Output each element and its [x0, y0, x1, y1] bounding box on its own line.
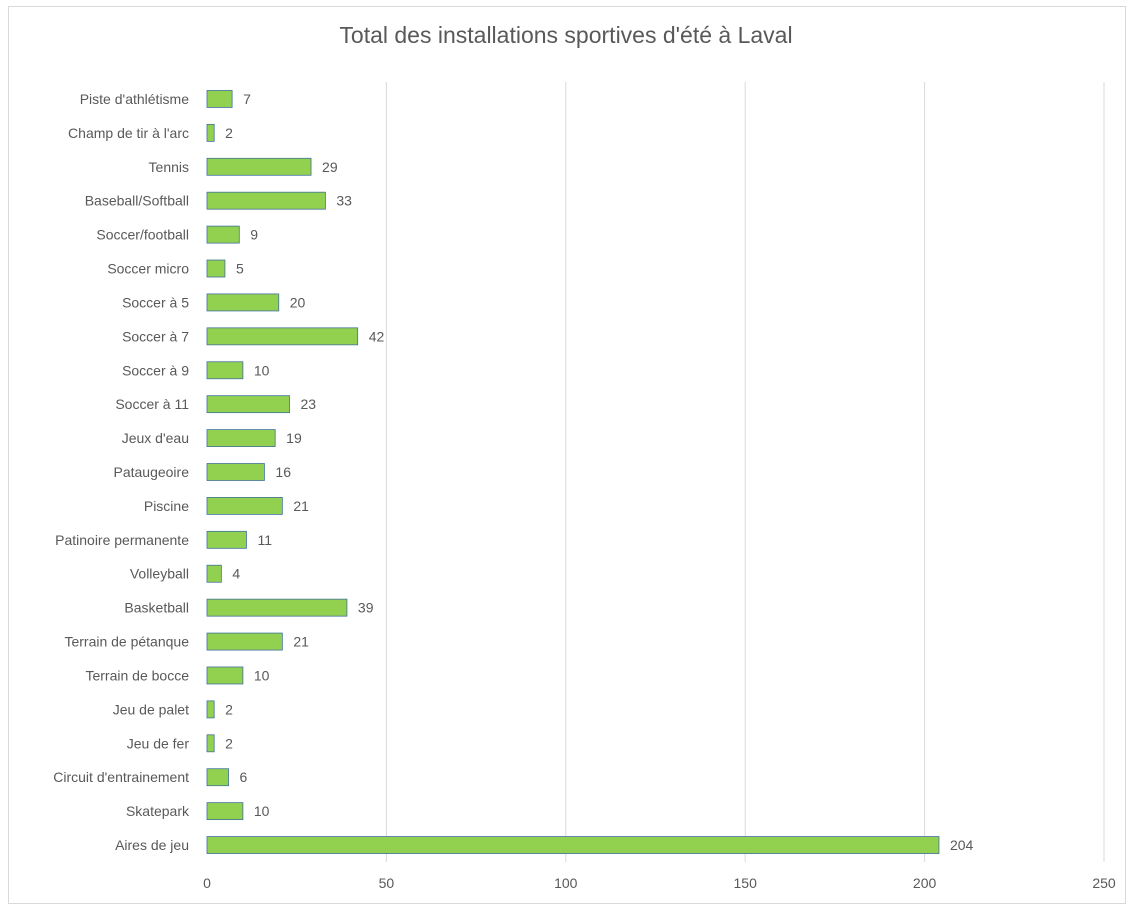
category-label: Volleyball: [130, 566, 189, 582]
chart-title: Total des installations sportives d'été …: [339, 22, 793, 48]
data-label: 10: [254, 803, 270, 819]
data-label: 2: [225, 735, 233, 751]
data-label: 11: [257, 532, 272, 548]
chart-frame: [8, 6, 1126, 904]
bar: [206, 293, 280, 312]
data-labels: 7 2 29 33 9 5 20 42 10 23 19 16 21 11 4 39 21 10 2 2 6 10 204: [225, 91, 973, 853]
data-label: 9: [250, 227, 258, 243]
category-label: Soccer à 9: [122, 362, 189, 378]
category-label: Champ de tir à l'arc: [68, 125, 189, 141]
data-label: 20: [290, 294, 306, 310]
data-label: 10: [254, 667, 270, 683]
bar: [206, 259, 226, 278]
bar: [206, 123, 215, 142]
category-label: Terrain de pétanque: [64, 634, 189, 650]
x-axis-ticks: 0 50 100 150 200 250: [203, 875, 1116, 891]
bar: [206, 700, 215, 719]
category-label: Baseball/Softball: [85, 193, 189, 209]
category-label: Soccer/football: [96, 227, 189, 243]
bar: [206, 632, 283, 651]
data-label: 6: [240, 769, 248, 785]
bar: [206, 463, 265, 481]
category-label: Soccer à 11: [115, 396, 189, 412]
data-label: 204: [950, 837, 974, 853]
data-label: 33: [336, 193, 352, 209]
data-label: 10: [254, 362, 270, 378]
x-tick-label: 50: [379, 875, 395, 891]
data-label: 16: [275, 464, 291, 480]
category-label: Basketball: [124, 600, 189, 616]
data-label: 7: [243, 91, 251, 107]
category-label: Aires de jeu: [115, 837, 189, 853]
bar: [206, 497, 283, 515]
data-label: 23: [301, 396, 317, 412]
x-tick-label: 0: [203, 875, 211, 891]
data-label: 42: [369, 328, 385, 344]
category-label: Terrain de bocce: [85, 667, 189, 683]
category-labels: Piste d'athlétisme Champ de tir à l'arc Te…: [53, 91, 190, 853]
gridlines: [385, 82, 1105, 862]
bar: [206, 598, 348, 617]
bar: [206, 327, 359, 346]
data-label: 29: [322, 159, 338, 175]
bar: [206, 734, 215, 753]
category-label: Skatepark: [126, 803, 190, 819]
bar: [206, 666, 244, 685]
data-label: 5: [236, 261, 244, 277]
category-label: Soccer à 5: [122, 294, 189, 310]
category-label: Soccer à 7: [122, 328, 189, 344]
bar: [206, 530, 247, 549]
data-label: 39: [358, 600, 374, 616]
category-label: Pataugeoire: [113, 464, 189, 480]
category-label: Jeux d'eau: [122, 430, 189, 446]
bar: [206, 157, 312, 176]
bar: [206, 395, 290, 414]
data-label: 19: [286, 430, 302, 446]
x-tick-label: 250: [1092, 875, 1116, 891]
data-label: 21: [293, 634, 309, 650]
data-label: 21: [293, 498, 309, 514]
bars: [206, 90, 940, 854]
category-label: Piscine: [144, 498, 189, 514]
bar: [206, 361, 244, 380]
category-label: Jeu de palet: [113, 701, 189, 717]
category-label: Soccer micro: [107, 261, 189, 277]
bar: [206, 429, 276, 447]
bar: [206, 802, 244, 821]
category-label: Tennis: [149, 159, 189, 175]
category-label: Piste d'athlétisme: [80, 91, 189, 107]
category-label: Patinoire permanente: [55, 532, 189, 548]
bar: [206, 836, 940, 854]
category-label: Jeu de fer: [127, 735, 190, 751]
x-tick-label: 150: [734, 875, 758, 891]
data-label: 2: [225, 701, 233, 717]
bar: [206, 768, 229, 787]
data-label: 4: [232, 566, 240, 582]
x-tick-label: 200: [913, 875, 937, 891]
bar: [206, 191, 326, 210]
data-label: 2: [225, 125, 233, 141]
category-label: Circuit d'entrainement: [53, 769, 189, 785]
x-tick-label: 100: [554, 875, 578, 891]
bar: [206, 564, 222, 583]
bar: [206, 225, 240, 244]
bar: [206, 90, 233, 108]
